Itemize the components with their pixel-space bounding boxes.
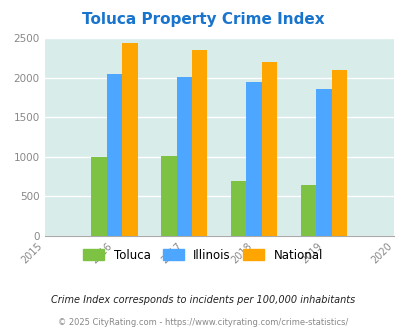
Bar xyxy=(246,82,261,236)
Legend: Toluca, Illinois, National: Toluca, Illinois, National xyxy=(78,244,327,266)
Bar xyxy=(161,156,176,236)
Text: Toluca Property Crime Index: Toluca Property Crime Index xyxy=(81,12,324,26)
Bar xyxy=(261,62,277,236)
Bar xyxy=(230,181,246,236)
Bar xyxy=(176,77,192,236)
Text: Crime Index corresponds to incidents per 100,000 inhabitants: Crime Index corresponds to incidents per… xyxy=(51,295,354,305)
Bar xyxy=(331,70,346,236)
Bar xyxy=(300,185,315,236)
Text: © 2025 CityRating.com - https://www.cityrating.com/crime-statistics/: © 2025 CityRating.com - https://www.city… xyxy=(58,318,347,327)
Bar xyxy=(315,89,331,236)
Bar xyxy=(107,74,122,236)
Bar xyxy=(192,50,207,236)
Bar xyxy=(91,157,107,236)
Bar xyxy=(122,43,137,236)
